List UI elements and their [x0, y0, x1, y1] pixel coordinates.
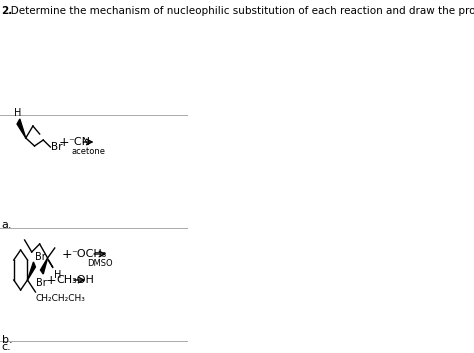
Text: +: +	[61, 247, 72, 261]
Polygon shape	[27, 262, 36, 280]
Text: Br: Br	[36, 278, 47, 288]
Text: acetone: acetone	[72, 147, 105, 156]
Text: 2.: 2.	[1, 6, 12, 16]
Text: Br: Br	[51, 142, 62, 152]
Text: CH₃OH: CH₃OH	[56, 275, 94, 285]
Text: b.: b.	[1, 335, 12, 345]
Text: H: H	[54, 270, 61, 280]
Text: Determine the mechanism of nucleophilic substitution of each reaction and draw t: Determine the mechanism of nucleophilic …	[1, 6, 474, 16]
Text: CH₂CH₂CH₃: CH₂CH₂CH₃	[36, 294, 86, 303]
Text: +: +	[58, 136, 69, 149]
Text: H: H	[14, 108, 21, 118]
Text: DMSO: DMSO	[87, 259, 113, 268]
Polygon shape	[40, 258, 47, 274]
Text: +: +	[45, 274, 56, 287]
Text: Br: Br	[36, 252, 46, 262]
Polygon shape	[17, 119, 26, 138]
Text: c.: c.	[1, 342, 11, 352]
Text: ⁻OCH₃: ⁻OCH₃	[72, 249, 107, 259]
Text: a.: a.	[1, 220, 12, 230]
Text: ⁻CN: ⁻CN	[69, 137, 91, 147]
